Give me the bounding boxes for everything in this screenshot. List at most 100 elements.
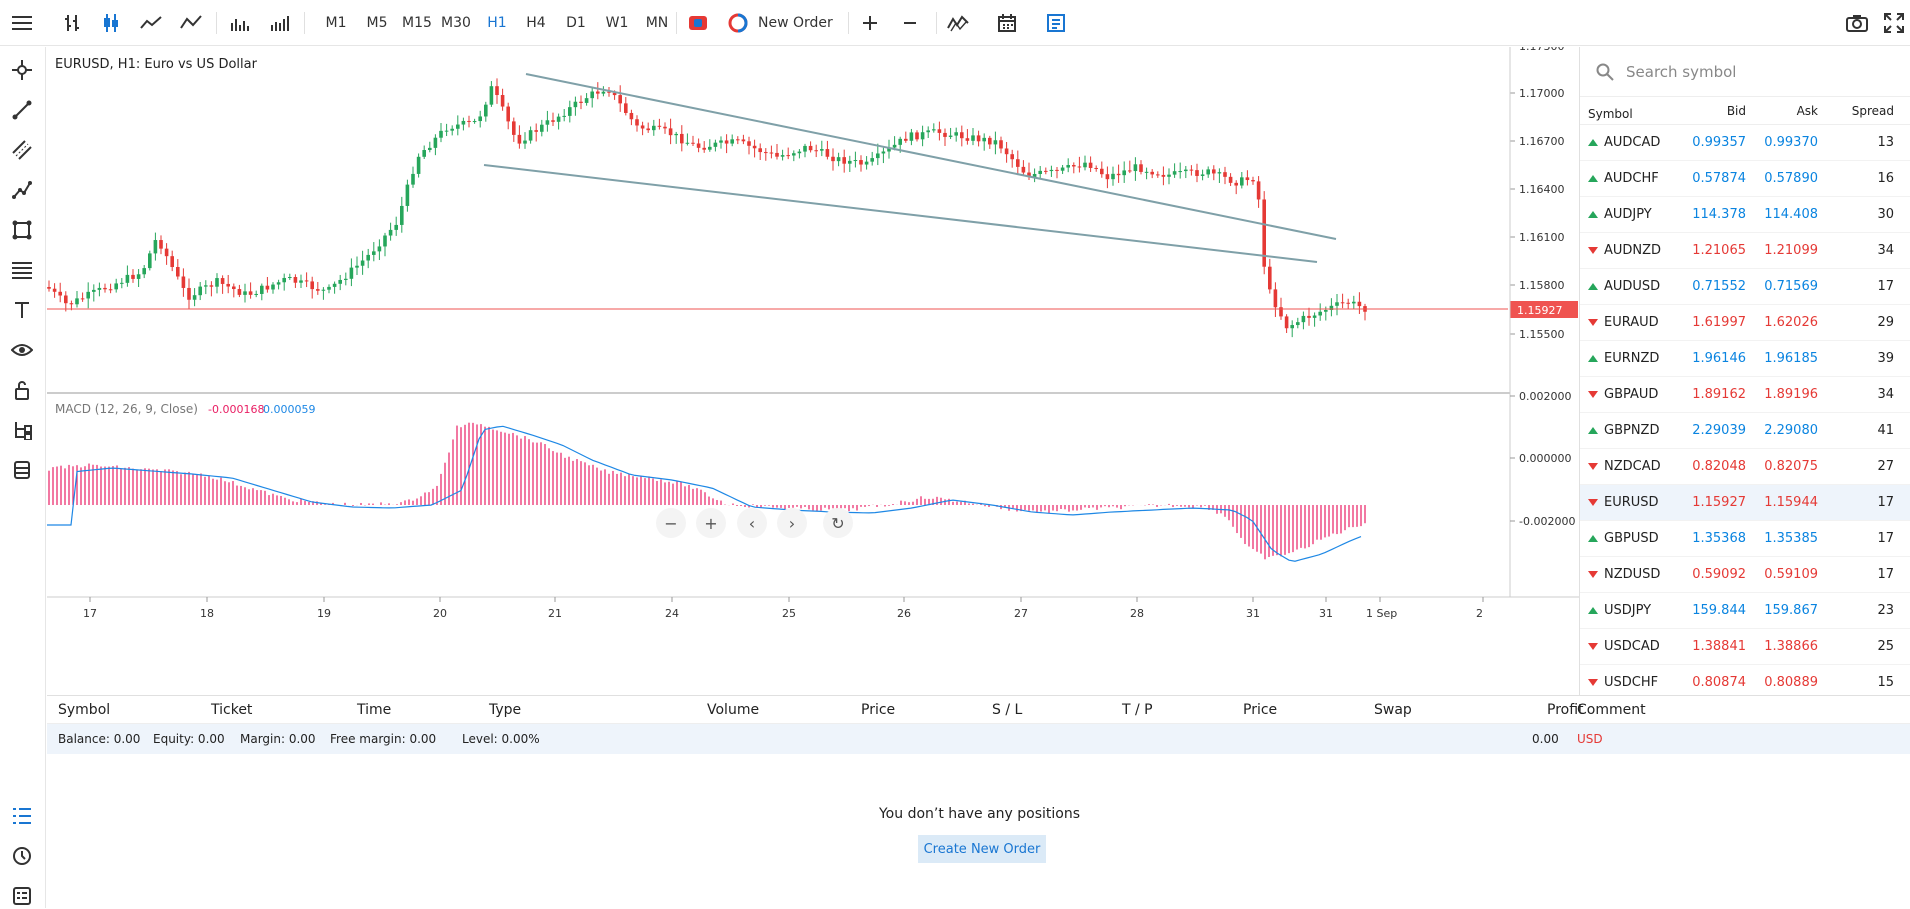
column-header[interactable]: Price	[861, 702, 896, 718]
area-chart-type-icon[interactable]	[177, 9, 205, 37]
candle-body	[898, 138, 902, 145]
candle-body	[355, 265, 359, 268]
symbol-cell: EURNZD	[1580, 351, 1682, 366]
candle-body	[69, 303, 74, 305]
screenshot-icon[interactable]	[1843, 9, 1871, 37]
fullscreen-icon[interactable]	[1880, 9, 1908, 37]
candle-body	[540, 124, 544, 132]
watchlist-row[interactable]: AUDNZD 1.21065 1.21099 34	[1580, 233, 1910, 269]
indicators-icon[interactable]	[944, 9, 972, 37]
timeframe-h1[interactable]: H1	[487, 15, 507, 31]
timeframe-w1[interactable]: W1	[605, 15, 629, 31]
candle-body	[792, 153, 796, 156]
candle-body	[1144, 171, 1149, 173]
candle-body	[904, 138, 908, 141]
watchlist-row[interactable]: GBPNZD 2.29039 2.29080 41	[1580, 413, 1910, 449]
watchlist-row[interactable]: NZDCAD 0.82048 0.82075 27	[1580, 449, 1910, 485]
watchlist-row[interactable]: GBPUSD 1.35368 1.35385 17	[1580, 521, 1910, 557]
one-click-trading-icon[interactable]	[686, 9, 710, 37]
column-header[interactable]: Symbol	[58, 702, 111, 718]
candle-body	[500, 95, 505, 107]
header-symbol[interactable]: Symbol	[1588, 107, 1633, 121]
trade-list-icon[interactable]	[9, 803, 35, 829]
chart-scroll-right-button[interactable]: ›	[777, 508, 807, 538]
timeframe-m5[interactable]: M5	[366, 15, 388, 31]
timeframe-m15[interactable]: M15	[402, 15, 432, 31]
watchlist-row[interactable]: EURAUD 1.61997 1.62026 29	[1580, 305, 1910, 341]
bar-chart-type-icon[interactable]	[58, 9, 86, 37]
candle-body	[1296, 322, 1300, 326]
menu-icon[interactable]	[8, 9, 36, 37]
chart-zoom-out-button[interactable]: −	[656, 508, 686, 538]
zoom-out-icon[interactable]	[896, 9, 924, 37]
text-tool-icon[interactable]	[9, 297, 35, 323]
header-bid[interactable]: Bid	[1726, 104, 1746, 118]
timeframe-m1[interactable]: M1	[325, 15, 347, 31]
column-header[interactable]: T / P	[1122, 702, 1153, 718]
column-header[interactable]: Price	[1243, 702, 1278, 718]
chart-reset-button[interactable]: ↻	[823, 508, 853, 538]
timeframe-h4[interactable]: H4	[526, 15, 546, 31]
zoom-in-icon[interactable]	[856, 9, 884, 37]
column-header[interactable]: Profit	[1547, 702, 1584, 718]
new-order-button[interactable]: New Order	[728, 9, 858, 37]
volumes-icon[interactable]	[226, 9, 254, 37]
watchlist-row[interactable]: NZDUSD 0.59092 0.59109 17	[1580, 557, 1910, 593]
watchlist-row[interactable]: AUDCAD 0.99357 0.99370 13	[1580, 125, 1910, 161]
watchlist-row[interactable]: AUDCHF 0.57874 0.57890 16	[1580, 161, 1910, 197]
lock-icon[interactable]	[9, 377, 35, 403]
watchlist-row[interactable]: AUDUSD 0.71552 0.71569 17	[1580, 269, 1910, 305]
ask-cell: 114.408	[1764, 207, 1818, 222]
column-header[interactable]: Type	[489, 702, 522, 718]
column-header[interactable]: Volume	[707, 702, 760, 718]
chart-area[interactable]: EURUSD, H1: Euro vs US Dollar 1.173001.1…	[47, 47, 1579, 695]
line-chart-type-icon[interactable]	[137, 9, 165, 37]
shapes-icon[interactable]	[9, 217, 35, 243]
timeframe-d1[interactable]: D1	[566, 15, 586, 31]
templates-icon[interactable]	[1042, 9, 1070, 37]
watchlist-row[interactable]: GBPAUD 1.89162 1.89196 34	[1580, 377, 1910, 413]
trend-line-upper[interactable]	[525, 73, 1337, 240]
timeframe-mn[interactable]: MN	[645, 15, 669, 31]
ask-cell: 1.21099	[1764, 243, 1818, 258]
watchlist-row[interactable]: USDCAD 1.38841 1.38866 25	[1580, 629, 1910, 665]
watchlist-row[interactable]: EURNZD 1.96146 1.96185 39	[1580, 341, 1910, 377]
symbol-search[interactable]: Search symbol	[1580, 47, 1910, 97]
header-spread[interactable]: Spread	[1851, 104, 1894, 118]
column-header[interactable]: Time	[357, 702, 392, 718]
timeframe-m30[interactable]: M30	[441, 15, 471, 31]
header-ask[interactable]: Ask	[1796, 104, 1818, 118]
candlestick-chart-type-icon[interactable]	[97, 9, 125, 37]
bid-cell: 0.71552	[1692, 279, 1746, 294]
chart-scroll-left-button[interactable]: ‹	[737, 508, 767, 538]
calendar-icon[interactable]	[993, 9, 1021, 37]
watchlist-row[interactable]: USDJPY 159.844 159.867 23	[1580, 593, 1910, 629]
fibonacci-icon[interactable]	[9, 257, 35, 283]
object-tree-icon[interactable]	[9, 417, 35, 443]
polyline-icon[interactable]	[9, 177, 35, 203]
history-icon[interactable]	[9, 843, 35, 869]
column-header[interactable]: Ticket	[211, 702, 253, 718]
column-header[interactable]: Swap	[1374, 702, 1412, 718]
watchlist-row[interactable]: EURUSD 1.15927 1.15944 17	[1580, 485, 1910, 521]
crosshair-icon[interactable]	[9, 57, 35, 83]
candle-body	[198, 286, 202, 296]
candle-body	[1324, 310, 1328, 312]
column-header[interactable]: S / L	[992, 702, 1023, 718]
bid-cell: 1.89162	[1692, 387, 1746, 402]
trend-line-lower[interactable]	[483, 164, 1318, 263]
show-objects-icon[interactable]	[9, 337, 35, 363]
journal-icon[interactable]	[9, 883, 35, 909]
watchlist-row[interactable]: AUDJPY 114.378 114.408 30	[1580, 197, 1910, 233]
search-input[interactable]: Search symbol	[1626, 62, 1737, 81]
bid-cell: 1.15927	[1692, 495, 1746, 510]
trend-line-icon[interactable]	[9, 97, 35, 123]
layers-icon[interactable]	[9, 457, 35, 483]
chart-zoom-in-button[interactable]: +	[696, 508, 726, 538]
tick-volumes-icon[interactable]	[266, 9, 294, 37]
channel-icon[interactable]	[9, 137, 35, 163]
price-chart[interactable]: EURUSD, H1: Euro vs US Dollar 1.173001.1…	[47, 47, 1579, 695]
column-header[interactable]: Comment	[1577, 702, 1646, 718]
candle-body	[1094, 167, 1098, 169]
create-new-order-button[interactable]: Create New Order	[918, 835, 1046, 863]
